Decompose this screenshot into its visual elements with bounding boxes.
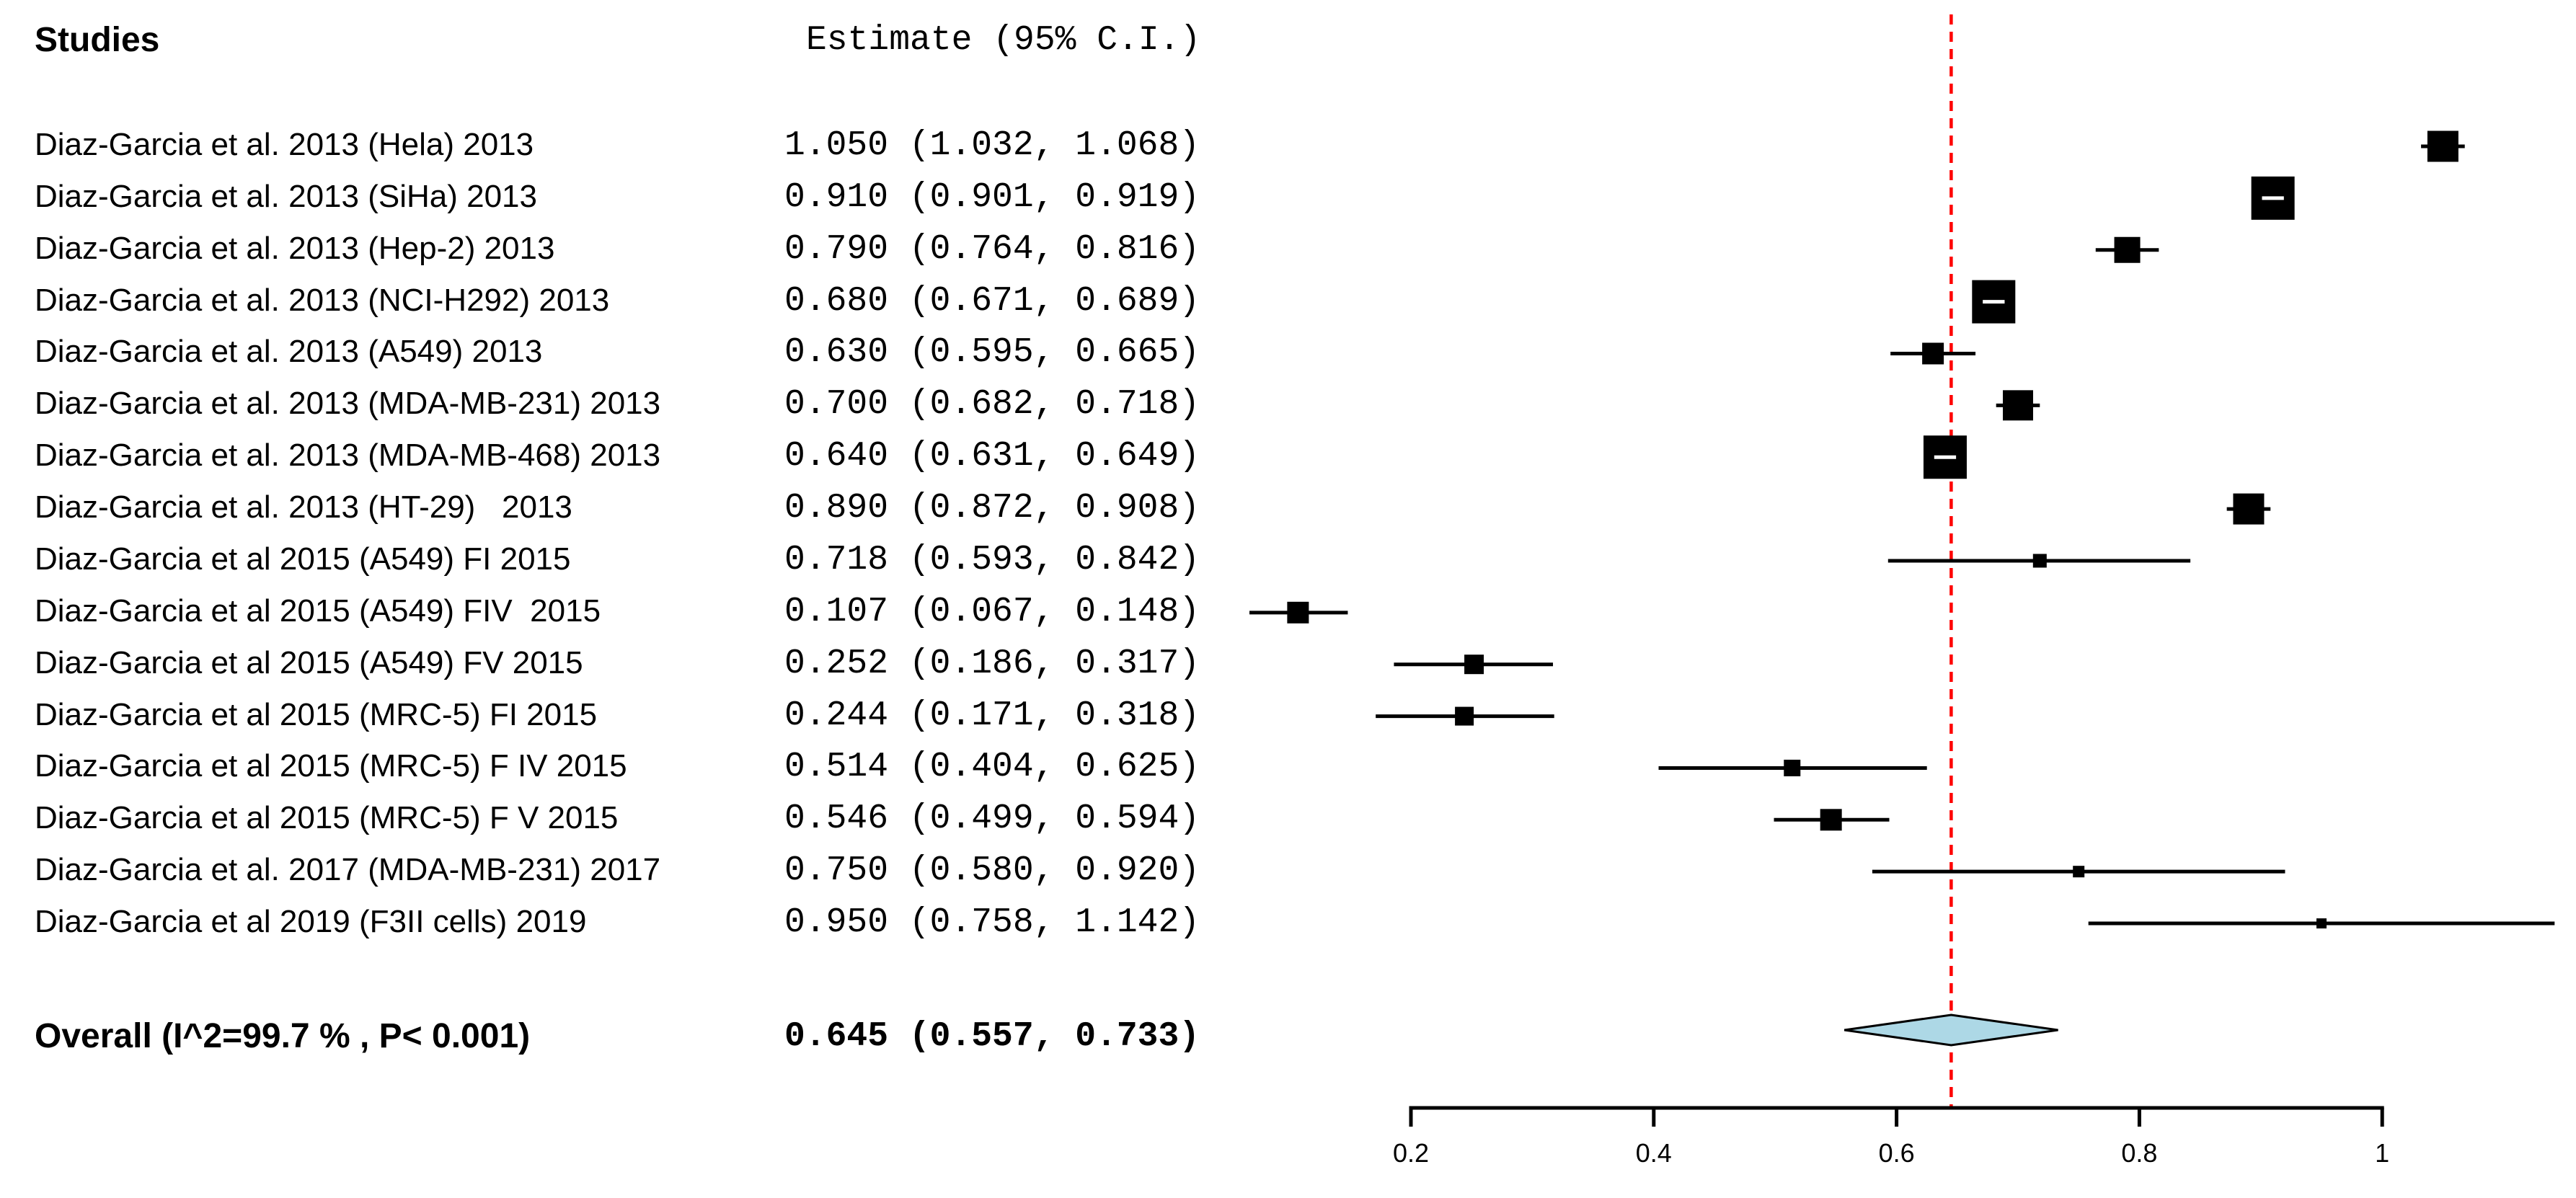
study-row-estimate: 0.546 (0.499, 0.594) bbox=[784, 799, 1200, 839]
study-row-label: Diaz-Garcia et al 2019 (F3II cells) 2019 bbox=[35, 904, 587, 940]
study-row-label: Diaz-Garcia et al. 2013 (MDA-MB-231) 201… bbox=[35, 386, 661, 422]
study-row-label: Diaz-Garcia et al 2015 (MRC-5) F V 2015 bbox=[35, 800, 619, 836]
study-row-estimate: 0.790 (0.764, 0.816) bbox=[784, 229, 1200, 269]
study-row-label: Diaz-Garcia et al 2015 (A549) FIV 2015 bbox=[35, 593, 601, 629]
overall-estimate-value: 0.645 (0.557, 0.733) bbox=[784, 1017, 1200, 1056]
x-axis-tick-label: 1 bbox=[2375, 1138, 2389, 1168]
estimate-square bbox=[2114, 236, 2141, 263]
estimate-square bbox=[2073, 866, 2085, 878]
study-row-label: Diaz-Garcia et al 2015 (MRC-5) F IV 2015 bbox=[35, 748, 627, 784]
study-row-label: Diaz-Garcia et al. 2013 (Hela) 2013 bbox=[35, 127, 534, 162]
study-row-label: Diaz-Garcia et al. 2013 (A549) 2013 bbox=[35, 334, 543, 370]
study-row-estimate: 0.950 (0.758, 1.142) bbox=[784, 903, 1200, 943]
study-row-label: Diaz-Garcia et al. 2017 (MDA-MB-231) 201… bbox=[35, 852, 661, 888]
estimate-column-header: Estimate (95% C.I.) bbox=[806, 21, 1201, 60]
study-row-estimate: 0.700 (0.682, 0.718) bbox=[784, 385, 1200, 425]
estimate-square bbox=[2032, 554, 2047, 568]
x-axis-tick-label: 0.2 bbox=[1393, 1138, 1429, 1168]
estimate-square bbox=[2427, 130, 2458, 162]
estimate-square bbox=[2316, 918, 2327, 929]
study-row-label: Diaz-Garcia et al. 2013 (NCI-H292) 2013 bbox=[35, 282, 610, 318]
study-row-estimate: 0.750 (0.580, 0.920) bbox=[784, 851, 1200, 891]
study-row-estimate: 0.890 (0.872, 0.908) bbox=[784, 489, 1200, 528]
study-row-estimate: 0.718 (0.593, 0.842) bbox=[784, 540, 1200, 580]
study-row-label: Diaz-Garcia et al 2015 (A549) FV 2015 bbox=[35, 644, 583, 680]
study-row-label: Diaz-Garcia et al. 2013 (HT-29) 2013 bbox=[35, 489, 572, 525]
study-row-estimate: 0.630 (0.595, 0.665) bbox=[784, 333, 1200, 373]
estimate-square bbox=[1464, 655, 1484, 675]
x-axis-tick-label: 0.6 bbox=[1879, 1138, 1915, 1168]
study-row-estimate: 0.640 (0.631, 0.649) bbox=[784, 437, 1200, 476]
estimate-square bbox=[1922, 342, 1944, 365]
overall-label: Overall (I^2=99.7 % , P< 0.001) bbox=[35, 1017, 531, 1055]
study-row-label: Diaz-Garcia et al 2015 (A549) FI 2015 bbox=[35, 541, 571, 577]
study-row-label: Diaz-Garcia et al 2015 (MRC-5) FI 2015 bbox=[35, 696, 598, 732]
estimate-square bbox=[1287, 601, 1309, 624]
study-row-estimate: 1.050 (1.032, 1.068) bbox=[784, 126, 1200, 165]
x-axis-tick-label: 0.8 bbox=[2121, 1138, 2157, 1168]
study-row-estimate: 0.910 (0.901, 0.919) bbox=[784, 177, 1200, 217]
estimate-square bbox=[1455, 706, 1474, 726]
study-row-estimate: 0.244 (0.171, 0.318) bbox=[784, 696, 1200, 735]
study-row-estimate: 0.680 (0.671, 0.689) bbox=[784, 281, 1200, 321]
study-row-estimate: 0.252 (0.186, 0.317) bbox=[784, 644, 1200, 683]
estimate-square bbox=[1784, 759, 1801, 776]
study-row-label: Diaz-Garcia et al. 2013 (MDA-MB-468) 201… bbox=[35, 438, 661, 474]
study-row-label: Diaz-Garcia et al. 2013 (Hep-2) 2013 bbox=[35, 230, 555, 266]
study-row-label: Diaz-Garcia et al. 2013 (SiHa) 2013 bbox=[35, 178, 537, 214]
study-row-estimate: 0.514 (0.404, 0.625) bbox=[784, 747, 1200, 787]
overall-diamond bbox=[1844, 1013, 2058, 1047]
x-axis-tick-label: 0.4 bbox=[1636, 1138, 1672, 1168]
estimate-square bbox=[2233, 493, 2265, 525]
estimate-square bbox=[2003, 390, 2033, 421]
estimate-square bbox=[1820, 809, 1842, 831]
studies-column-header: Studies bbox=[35, 21, 160, 59]
study-row-estimate: 0.107 (0.067, 0.148) bbox=[784, 592, 1200, 631]
